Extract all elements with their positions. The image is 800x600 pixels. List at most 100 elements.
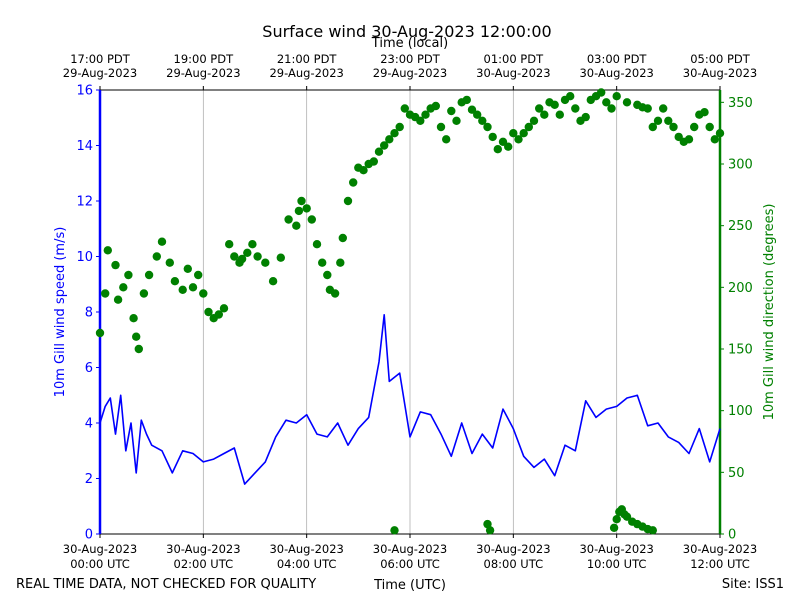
direction-point — [550, 100, 559, 110]
direction-point — [566, 92, 575, 101]
quality-disclaimer: REAL TIME DATA, NOT CHECKED FOR QUALITY — [16, 577, 316, 592]
top-tick-date: 29-Aug-2023 — [373, 66, 447, 80]
direction-point — [452, 116, 461, 126]
direction-point — [318, 258, 327, 267]
right-tick-label: 50 — [728, 466, 745, 481]
direction-point — [509, 129, 518, 138]
chart-title: Surface wind 30-Aug-2023 12:00:00 — [262, 22, 551, 41]
right-tick-label: 300 — [728, 158, 753, 173]
direction-point — [581, 112, 590, 122]
direction-point — [653, 116, 663, 126]
left-tick-label: 4 — [85, 417, 93, 432]
direction-point — [690, 122, 699, 132]
left-tick-label: 0 — [85, 528, 93, 543]
direction-point — [243, 248, 252, 257]
direction-point — [170, 277, 180, 286]
direction-point — [369, 157, 378, 166]
direction-point — [643, 104, 652, 113]
direction-point — [380, 141, 389, 150]
top-tick-date: 29-Aug-2023 — [269, 66, 343, 80]
direction-point — [700, 108, 709, 117]
left-tick-label: 12 — [76, 195, 93, 210]
direction-point — [473, 110, 482, 119]
direction-point — [400, 104, 409, 113]
top-tick-time: 17:00 PDT — [70, 52, 131, 66]
direction-point — [157, 237, 167, 246]
direction-point — [669, 122, 678, 132]
direction-point — [359, 166, 368, 175]
direction-point — [204, 307, 213, 317]
direction-point — [607, 104, 616, 113]
x-gridlines — [202, 90, 618, 534]
direction-point — [710, 135, 719, 144]
direction-point — [648, 526, 657, 535]
direction-point — [292, 221, 301, 230]
top-tick-time: 21:00 PDT — [277, 52, 338, 66]
direction-point — [225, 240, 234, 249]
right-tick-label: 150 — [728, 343, 753, 358]
direction-point — [571, 104, 580, 113]
bottom-tick-time: 04:00 UTC — [277, 557, 337, 571]
direction-point — [385, 135, 394, 144]
bottom-tick-date: 30-Aug-2023 — [373, 542, 447, 556]
direction-point — [336, 258, 345, 267]
direction-point — [330, 289, 340, 298]
direction-point — [297, 196, 306, 206]
direction-point — [555, 110, 564, 119]
direction-point — [519, 129, 528, 138]
direction-point — [705, 122, 714, 132]
right-tick-label: 350 — [728, 96, 753, 111]
right-axis-ticks: 0 50 100 150 200 250 300 350 — [720, 96, 753, 543]
direction-point — [524, 122, 533, 132]
direction-point — [395, 122, 404, 132]
direction-point — [302, 204, 311, 213]
direction-point — [219, 304, 229, 313]
left-axis-ticks: 0 2 4 6 8 10 12 14 16 — [76, 84, 100, 543]
direction-point — [111, 260, 120, 270]
bottom-tick-time: 02:00 UTC — [174, 557, 234, 571]
direction-point — [139, 289, 149, 298]
direction-point — [684, 135, 694, 144]
direction-point — [467, 105, 477, 114]
left-axis-label: 10m Gill wind speed (m/s) — [53, 227, 68, 398]
direction-point — [323, 270, 332, 280]
direction-point — [307, 215, 316, 224]
direction-point — [132, 332, 141, 341]
right-axis-label: 10m Gill wind direction (degrees) — [762, 204, 777, 421]
direction-point — [622, 98, 632, 107]
direction-point — [338, 233, 347, 243]
top-tick-time: 03:00 PDT — [587, 52, 648, 66]
top-tick-time: 23:00 PDT — [380, 52, 441, 66]
direction-point — [194, 270, 203, 280]
direction-point — [124, 270, 133, 280]
direction-point — [253, 252, 262, 261]
direction-point — [529, 116, 539, 126]
direction-point — [421, 110, 430, 119]
top-tick-time: 05:00 PDT — [690, 52, 751, 66]
direction-point — [597, 88, 606, 97]
right-tick-label: 200 — [728, 281, 753, 296]
direction-point — [230, 252, 239, 261]
top-tick-date: 30-Aug-2023 — [579, 66, 653, 80]
direction-point — [199, 289, 208, 298]
direction-point — [276, 253, 285, 262]
bottom-tick-time: 08:00 UTC — [484, 557, 544, 571]
left-tick-label: 16 — [76, 84, 93, 99]
direction-point — [144, 270, 154, 280]
direction-point — [312, 240, 322, 249]
direction-point — [294, 206, 304, 216]
direction-point — [602, 98, 611, 107]
top-tick-date: 29-Aug-2023 — [63, 66, 137, 80]
direction-point — [485, 526, 495, 535]
speed-series-line — [99, 313, 721, 485]
direction-point — [431, 101, 440, 111]
direction-point — [436, 122, 446, 132]
direction-point — [178, 285, 187, 294]
direction-point — [261, 258, 270, 267]
top-tick-date: 30-Aug-2023 — [476, 66, 550, 80]
left-tick-label: 6 — [85, 361, 93, 376]
left-tick-label: 2 — [85, 472, 93, 487]
top-tick-time: 19:00 PDT — [174, 52, 235, 66]
direction-point — [134, 344, 143, 354]
